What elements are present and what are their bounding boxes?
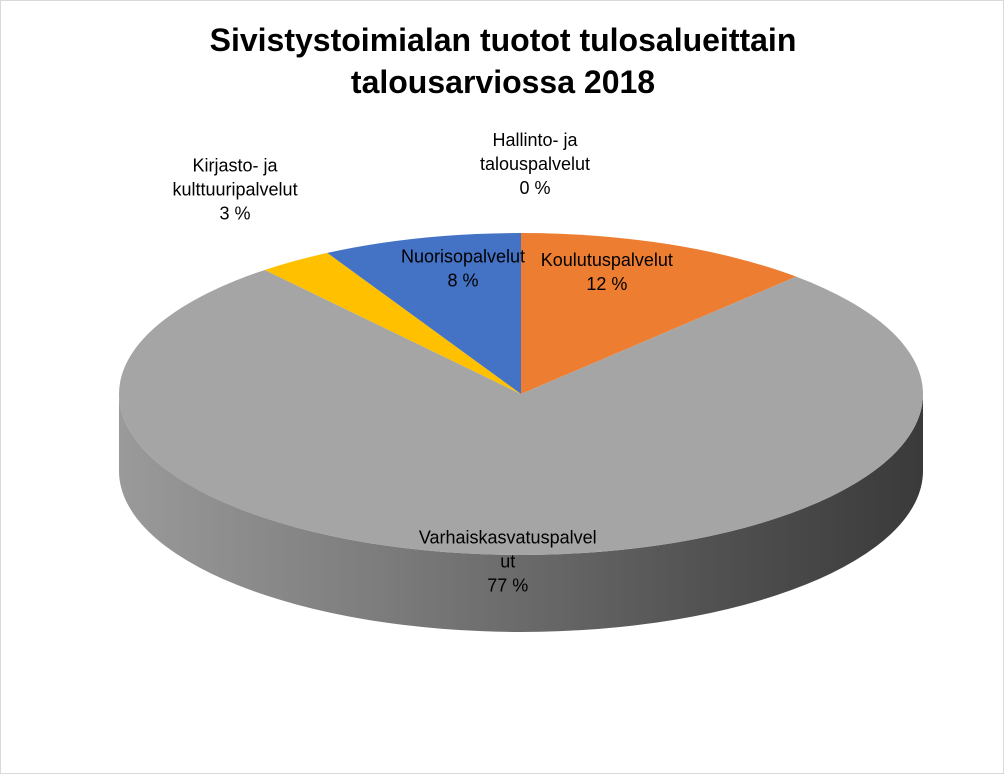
pie-slice-0: [521, 233, 797, 394]
pie-category-label-2: Kirjasto- ja: [193, 156, 279, 176]
pie-value-label-0: 12 %: [586, 274, 627, 294]
pie-slice-2: [264, 252, 521, 394]
pie-category-label-1: ut: [500, 552, 515, 572]
pie-value-label-3: 8 %: [447, 270, 478, 290]
chart-title-line-2: talousarviossa 2018: [350, 64, 656, 100]
pie-value-label-2: 3 %: [220, 204, 251, 224]
chart-title: Sivistystoimialan tuotot tulosalueittain…: [1, 19, 1004, 103]
pie-value-label-4: 0 %: [519, 178, 550, 198]
pie-value-label-1: 77 %: [487, 576, 528, 596]
chart-title-line-1: Sivistystoimialan tuotot tulosalueittain: [209, 22, 797, 58]
pie-slice-3: [327, 233, 521, 394]
pie-labels: Koulutuspalvelut 12 % Varhaiskasvatuspalve…: [173, 130, 673, 596]
pie-category-label-2: kulttuuripalvelut: [173, 180, 298, 200]
pie-category-label-4: talouspalvelut: [480, 154, 590, 174]
pie-category-label-4: Hallinto- ja: [492, 130, 578, 150]
pie-category-label-1: Varhaiskasvatuspalvel: [419, 528, 597, 548]
pie-category-label-3: Nuorisopalvelut: [401, 246, 525, 266]
pie-slices: [119, 233, 923, 555]
pie-slice-1: [119, 269, 923, 555]
pie-side-wall: [119, 394, 923, 632]
pie-category-label-0: Koulutuspalvelut: [541, 250, 673, 270]
